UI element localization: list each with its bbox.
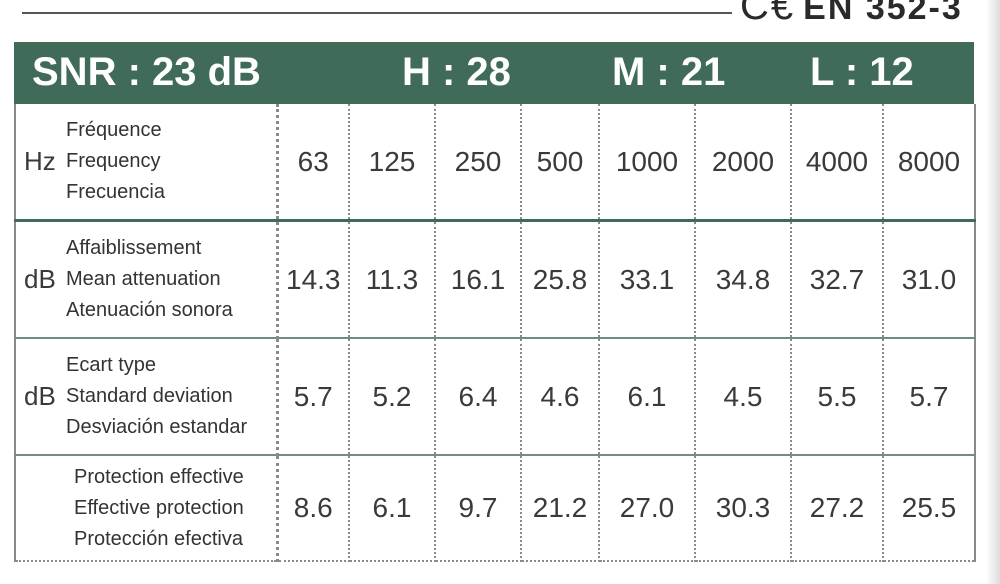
value-cell: 4000 (791, 104, 884, 222)
standard-code: EN 352-3 (803, 0, 963, 27)
top-rule (22, 12, 732, 14)
row-label-line: Fréquence (66, 119, 162, 141)
value-cell: 21.2 (521, 455, 600, 562)
row-unit: dB (24, 381, 56, 411)
value-cell: 11.3 (349, 220, 436, 339)
row-label-line: Effective protection (74, 496, 244, 519)
value-cell: 27.2 (791, 455, 884, 562)
row-label-line: Frecuencia (66, 181, 165, 203)
rating-header-band: SNR : 23 dB H : 28 M : 21 L : 12 (14, 42, 974, 104)
m-rating: M : 21 (612, 50, 726, 94)
frequency-row: Hz Fréquence Frequency Frecuencia 63 125 250 50… (14, 104, 976, 222)
ce-standard-mark: C€ EN 352-3 (740, 0, 963, 29)
attenuation-table: Hz Fréquence Frequency Frecuencia 63 125 250 50… (14, 104, 976, 562)
value-cell: 31.0 (883, 220, 976, 339)
value-cell: 9.7 (435, 455, 522, 562)
value-cell: 30.3 (695, 455, 792, 562)
standard-deviation-row: dB Ecart type Standard deviation Desviación… (14, 338, 976, 456)
row-label-line: Protection effective (74, 465, 244, 488)
row-unit: dB (24, 264, 56, 294)
row-label-line: Protección efectiva (74, 527, 243, 550)
value-cell: 5.7 (277, 338, 350, 456)
effective-protection-row: Protection effective Effective protection… (14, 455, 976, 562)
row-label-cell: dB Affaiblissement Mean attenuation Atenuac… (14, 220, 279, 339)
row-label-line: Affaiblissement (66, 237, 202, 259)
row-label-line: Atenuación sonora (66, 299, 233, 321)
value-cell: 27.0 (599, 455, 696, 562)
row-label-cell: Hz Fréquence Frequency Frecuencia (14, 104, 279, 222)
h-rating: H : 28 (402, 50, 511, 94)
value-cell: 32.7 (791, 220, 884, 339)
value-cell: 34.8 (695, 220, 792, 339)
value-cell: 25.5 (883, 455, 976, 562)
snr-rating: SNR : 23 dB (32, 50, 261, 94)
value-cell: 8.6 (277, 455, 350, 562)
ce-logo: C€ (740, 0, 796, 28)
value-cell: 8000 (883, 104, 976, 222)
value-cell: 6.1 (349, 455, 436, 562)
row-label-line: Desviación estandar (66, 416, 248, 438)
value-cell: 2000 (695, 104, 792, 222)
value-cell: 5.2 (349, 338, 436, 456)
value-cell: 6.4 (435, 338, 522, 456)
value-cell: 16.1 (435, 220, 522, 339)
row-label-line: Standard deviation (66, 385, 233, 407)
value-cell: 33.1 (599, 220, 696, 339)
row-label-line: Ecart type (66, 354, 157, 376)
l-rating: L : 12 (810, 50, 914, 94)
value-cell: 5.5 (791, 338, 884, 456)
value-cell: 500 (521, 104, 600, 222)
value-cell: 14.3 (277, 220, 350, 339)
row-label-line: Frequency (66, 150, 161, 172)
value-cell: 63 (277, 104, 350, 222)
value-cell: 250 (435, 104, 522, 222)
row-label-line: Mean attenuation (66, 268, 221, 290)
value-cell: 125 (349, 104, 436, 222)
value-cell: 1000 (599, 104, 696, 222)
value-cell: 25.8 (521, 220, 600, 339)
mean-attenuation-row: dB Affaiblissement Mean attenuation Atenuac… (14, 220, 976, 339)
value-cell: 6.1 (599, 338, 696, 456)
value-cell: 4.6 (521, 338, 600, 456)
row-unit: Hz (24, 146, 56, 176)
page-edge-shadow (986, 0, 1000, 584)
row-label-cell: dB Ecart type Standard deviation Desviación… (14, 338, 279, 456)
row-label-cell: Protection effective Effective protection… (14, 455, 279, 562)
value-cell: 5.7 (883, 338, 976, 456)
value-cell: 4.5 (695, 338, 792, 456)
